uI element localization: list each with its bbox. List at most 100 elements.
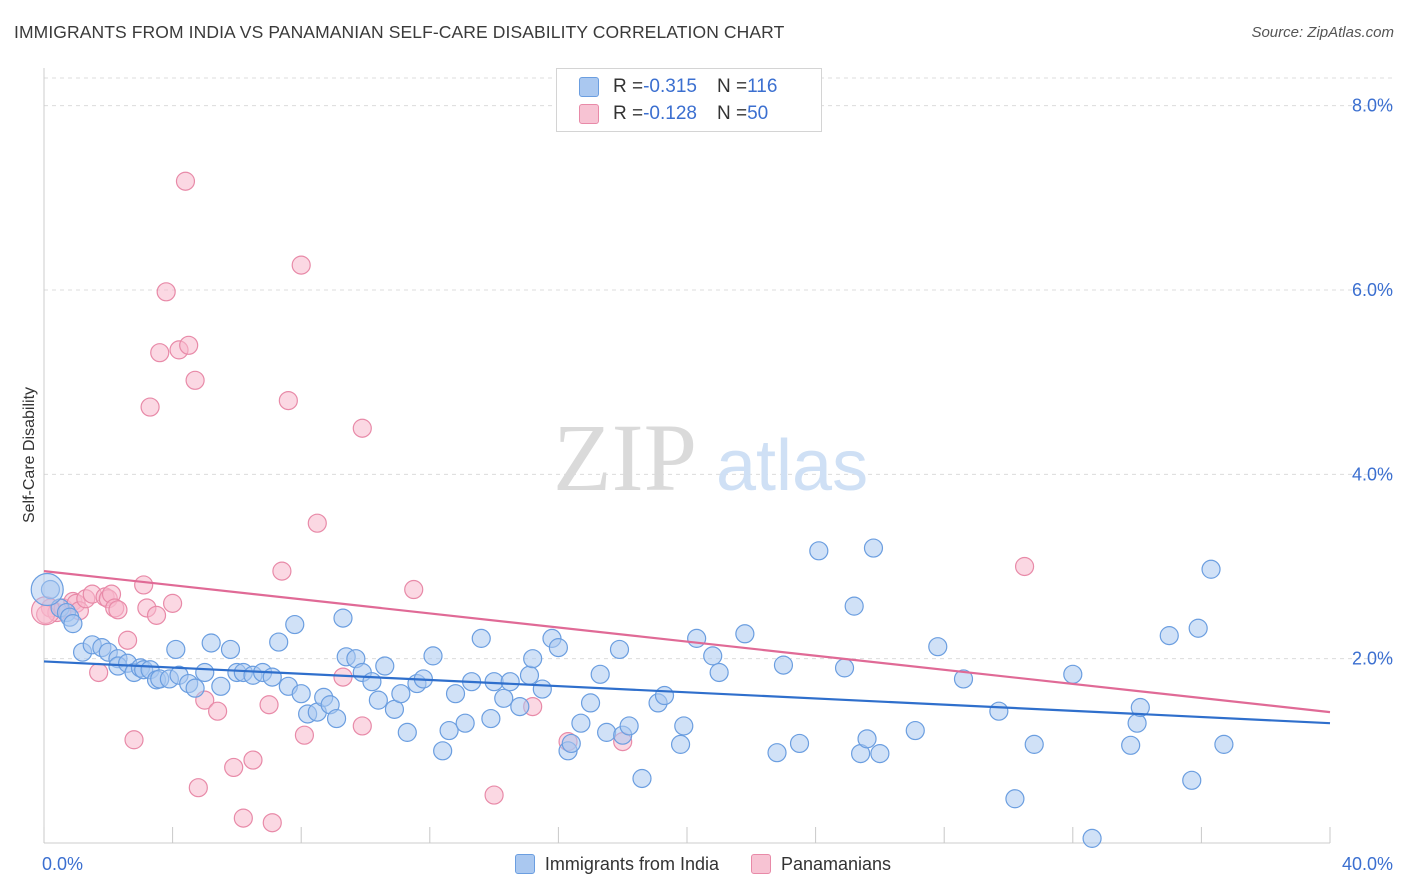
india-point — [670, 734, 691, 754]
panamanians-point — [134, 575, 154, 595]
india-point — [863, 538, 884, 558]
india-point — [439, 720, 459, 741]
india-point — [1130, 697, 1150, 718]
india-point — [211, 676, 231, 696]
panamanians-trend-line — [43, 570, 1331, 714]
panamanians-point — [188, 778, 208, 798]
india-point — [1188, 618, 1208, 638]
india-point — [1214, 734, 1234, 754]
india-point — [445, 684, 466, 704]
india-point — [844, 596, 864, 616]
india-point — [1024, 734, 1044, 754]
india-point — [1159, 626, 1179, 646]
legend: Immigrants from India Panamanians — [0, 851, 1406, 877]
india-point — [571, 713, 591, 733]
watermark-atlas: atlas — [716, 426, 868, 506]
india-point — [619, 716, 639, 736]
r-value: -0.315 — [643, 76, 697, 97]
india-point — [63, 614, 83, 634]
india-point — [519, 665, 540, 685]
india-point — [561, 733, 581, 754]
india-point — [269, 632, 289, 652]
panamanians-point — [352, 716, 372, 736]
y-tick-label: 2.0% — [1352, 649, 1393, 669]
india-point — [735, 624, 755, 644]
india-point — [166, 639, 186, 660]
india-point — [548, 638, 569, 658]
india-point — [433, 741, 453, 761]
panamanians-point — [179, 335, 199, 355]
panamanians-swatch — [579, 104, 599, 124]
india-point — [609, 639, 630, 660]
tick-labels: 2.0% 4.0% 6.0% 8.0% 0.0% 40.0% — [42, 96, 1393, 874]
panamanians-point — [233, 808, 253, 828]
panamanians-points — [31, 171, 1035, 833]
india-point — [195, 662, 215, 683]
r-label: R = — [613, 76, 644, 97]
panamanians-point — [484, 785, 504, 805]
india-point — [201, 633, 221, 653]
india-point — [709, 662, 729, 683]
y-tick-label: 8.0% — [1352, 96, 1393, 116]
panamanians-point — [291, 255, 311, 275]
legend-item-india[interactable]: Immigrants from India — [514, 853, 719, 875]
legend-item-panamanians[interactable]: Panamanians — [750, 853, 892, 875]
india-point — [262, 667, 282, 687]
x-tick-label: 40.0% — [1342, 854, 1393, 874]
panamanians-point — [163, 593, 183, 613]
panamanians-point — [108, 600, 128, 620]
india-point — [423, 646, 443, 666]
india-point — [285, 614, 305, 635]
n-value: 116 — [747, 76, 778, 97]
india-points — [30, 538, 1234, 848]
india-point — [590, 664, 610, 684]
n-value: 50 — [747, 103, 769, 124]
panamanians-point — [307, 513, 327, 533]
india-point — [674, 716, 694, 736]
r-value: -0.128 — [643, 103, 697, 124]
india-point — [291, 684, 311, 704]
india-point — [481, 708, 501, 729]
chart-title: IMMIGRANTS FROM INDIA VS PANAMANIAN SELF… — [14, 22, 785, 42]
panamanians-point — [224, 757, 244, 778]
india-point — [1182, 770, 1202, 790]
x-tick-label: 0.0% — [42, 854, 83, 874]
watermark-zip: ZIP — [553, 404, 697, 511]
watermark: ZIP atlas — [553, 404, 868, 511]
y-tick-label: 4.0% — [1352, 464, 1393, 484]
legend-label-panamanians: Panamanians — [780, 853, 892, 874]
y-tick-label: 6.0% — [1352, 280, 1393, 300]
india-point — [494, 688, 514, 708]
panamanians-point — [175, 171, 196, 191]
india-point — [789, 733, 810, 754]
panamanians-point — [404, 579, 424, 600]
panamanians-point — [294, 725, 315, 745]
india-point — [703, 646, 723, 666]
india-point — [397, 722, 417, 742]
india-point — [391, 684, 411, 704]
india-point — [1127, 713, 1147, 733]
india-point — [767, 743, 787, 763]
india-point — [1082, 828, 1102, 848]
india-point — [870, 743, 890, 764]
panamanians-point — [259, 695, 279, 715]
panamanians-point — [272, 561, 292, 581]
panamanians-point — [146, 605, 167, 625]
panamanians-point — [150, 343, 170, 363]
n-label: N = — [716, 103, 748, 124]
india-point — [326, 708, 347, 729]
n-label: N = — [716, 76, 748, 97]
india-swatch — [579, 77, 599, 97]
source-credit: Source: ZipAtlas.com — [1251, 24, 1394, 41]
india-point — [1121, 735, 1141, 755]
panamanians-point — [208, 701, 228, 721]
stats-box: R = -0.315 N = 116 R = -0.128 N = 50 — [556, 68, 822, 132]
india-point — [773, 655, 794, 675]
legend-label-india: Immigrants from India — [544, 853, 719, 874]
stats-row-panamanians: R = -0.128 N = 50 — [579, 102, 768, 126]
india-point — [375, 656, 395, 676]
panamanians-legend-swatch — [750, 854, 771, 874]
india-point — [857, 729, 877, 749]
panamanians-point — [278, 390, 298, 411]
